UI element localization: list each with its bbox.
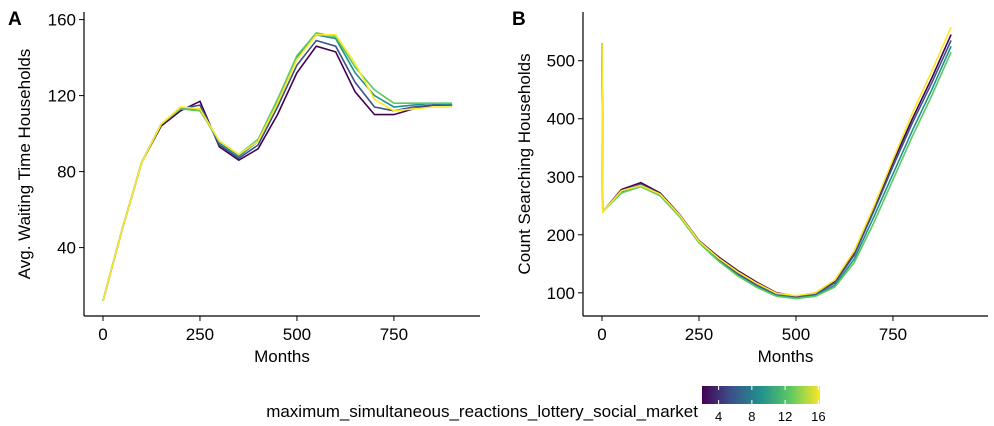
panel-label: A — [8, 9, 22, 30]
series-line — [102, 34, 453, 302]
x-tick-label: 500 — [782, 325, 810, 344]
series-line — [102, 39, 453, 302]
colorbar — [702, 386, 820, 404]
colorbar-tick-label: 16 — [811, 409, 825, 424]
series-line — [102, 45, 453, 302]
y-tick-label: 120 — [48, 87, 76, 106]
series-line — [601, 40, 952, 299]
y-axis-title: Avg. Waiting Time Households — [15, 49, 34, 280]
series-line — [601, 43, 952, 300]
y-axis-title: Count Searching Households — [515, 53, 534, 274]
x-tick-label: 250 — [685, 325, 713, 344]
panel-label: B — [512, 9, 526, 30]
x-tick-label: 750 — [380, 325, 408, 344]
y-tick-label: 80 — [57, 163, 76, 182]
y-tick-label: 40 — [57, 239, 76, 258]
y-tick-label: 300 — [547, 168, 575, 187]
x-axis-title: Months — [758, 347, 814, 366]
series-line — [601, 26, 952, 297]
x-tick-label: 750 — [879, 325, 907, 344]
legend-title: maximum_simultaneous_reactions_lottery_s… — [266, 402, 698, 421]
y-tick-label: 160 — [48, 11, 76, 30]
x-tick-label: 500 — [283, 325, 311, 344]
x-tick-label: 250 — [186, 325, 214, 344]
colorbar-tick-label: 4 — [715, 409, 722, 424]
series-line — [102, 33, 453, 302]
y-tick-label: 500 — [547, 52, 575, 71]
y-tick-label: 200 — [547, 226, 575, 245]
x-tick-label: 0 — [597, 325, 606, 344]
colorbar-tick-label: 8 — [748, 409, 755, 424]
series-line — [601, 43, 952, 299]
y-tick-label: 400 — [547, 110, 575, 129]
colorbar-tick-label: 12 — [778, 409, 792, 424]
x-tick-label: 0 — [98, 325, 107, 344]
series-line — [102, 32, 453, 302]
y-tick-label: 100 — [547, 284, 575, 303]
x-axis-title: Months — [254, 347, 310, 366]
